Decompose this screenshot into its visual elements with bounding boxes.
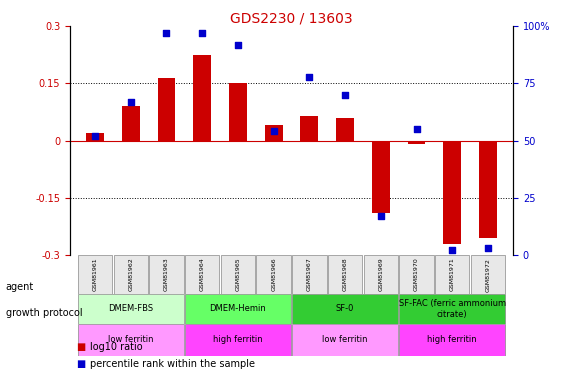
Text: growth protocol: growth protocol xyxy=(6,308,82,318)
FancyBboxPatch shape xyxy=(435,255,469,294)
Text: DMEM-FBS: DMEM-FBS xyxy=(108,304,153,313)
Bar xyxy=(399,294,505,324)
Point xyxy=(161,30,171,36)
Bar xyxy=(78,294,184,324)
Bar xyxy=(399,324,505,356)
FancyBboxPatch shape xyxy=(78,255,112,294)
FancyBboxPatch shape xyxy=(328,255,362,294)
Text: GSM81971: GSM81971 xyxy=(450,258,455,291)
FancyBboxPatch shape xyxy=(257,255,291,294)
Bar xyxy=(265,125,283,141)
Bar xyxy=(86,133,104,141)
Text: GSM81963: GSM81963 xyxy=(164,258,169,291)
Point xyxy=(483,245,493,251)
Bar xyxy=(443,141,461,243)
FancyBboxPatch shape xyxy=(292,255,326,294)
Bar xyxy=(479,141,497,238)
FancyBboxPatch shape xyxy=(114,255,148,294)
Text: percentile rank within the sample: percentile rank within the sample xyxy=(90,359,255,369)
Title: GDS2230 / 13603: GDS2230 / 13603 xyxy=(230,11,353,25)
Bar xyxy=(193,55,211,141)
Text: high ferritin: high ferritin xyxy=(427,335,477,344)
FancyBboxPatch shape xyxy=(364,255,398,294)
Text: GSM81970: GSM81970 xyxy=(414,258,419,291)
Point xyxy=(340,92,350,98)
Bar xyxy=(292,324,398,356)
Point xyxy=(269,129,278,135)
Point xyxy=(90,133,100,139)
Point xyxy=(233,42,243,48)
Text: low ferritin: low ferritin xyxy=(108,335,153,344)
Text: GSM81968: GSM81968 xyxy=(343,258,347,291)
Point xyxy=(198,30,207,36)
Text: SF-0: SF-0 xyxy=(336,304,354,313)
Bar xyxy=(336,118,354,141)
Text: log10 ratio: log10 ratio xyxy=(90,342,143,352)
Bar xyxy=(292,294,398,324)
Text: ■: ■ xyxy=(76,359,85,369)
Text: GSM81961: GSM81961 xyxy=(93,258,97,291)
Bar xyxy=(185,294,291,324)
Point xyxy=(305,74,314,80)
Point xyxy=(126,99,135,105)
Text: high ferritin: high ferritin xyxy=(213,335,263,344)
Bar xyxy=(122,106,140,141)
Point xyxy=(376,213,385,219)
Text: ■: ■ xyxy=(76,342,85,352)
Text: agent: agent xyxy=(6,282,34,292)
Bar xyxy=(229,83,247,141)
FancyBboxPatch shape xyxy=(149,255,184,294)
Text: GSM81965: GSM81965 xyxy=(236,258,240,291)
Text: GSM81962: GSM81962 xyxy=(128,258,133,291)
FancyBboxPatch shape xyxy=(471,255,505,294)
Text: low ferritin: low ferritin xyxy=(322,335,368,344)
Bar xyxy=(408,141,426,144)
FancyBboxPatch shape xyxy=(399,255,434,294)
Point xyxy=(448,248,457,254)
Bar xyxy=(78,324,184,356)
Text: GSM81969: GSM81969 xyxy=(378,258,384,291)
Point xyxy=(412,126,422,132)
Text: DMEM-Hemin: DMEM-Hemin xyxy=(209,304,266,313)
Bar xyxy=(185,324,291,356)
Bar xyxy=(300,116,318,141)
Text: GSM81972: GSM81972 xyxy=(486,258,490,291)
FancyBboxPatch shape xyxy=(221,255,255,294)
Text: GSM81964: GSM81964 xyxy=(199,258,205,291)
Text: GSM81966: GSM81966 xyxy=(271,258,276,291)
Bar xyxy=(372,141,390,213)
FancyBboxPatch shape xyxy=(185,255,219,294)
Text: SF-FAC (ferric ammonium
citrate): SF-FAC (ferric ammonium citrate) xyxy=(399,299,506,319)
Bar xyxy=(157,78,175,141)
Text: GSM81967: GSM81967 xyxy=(307,258,312,291)
